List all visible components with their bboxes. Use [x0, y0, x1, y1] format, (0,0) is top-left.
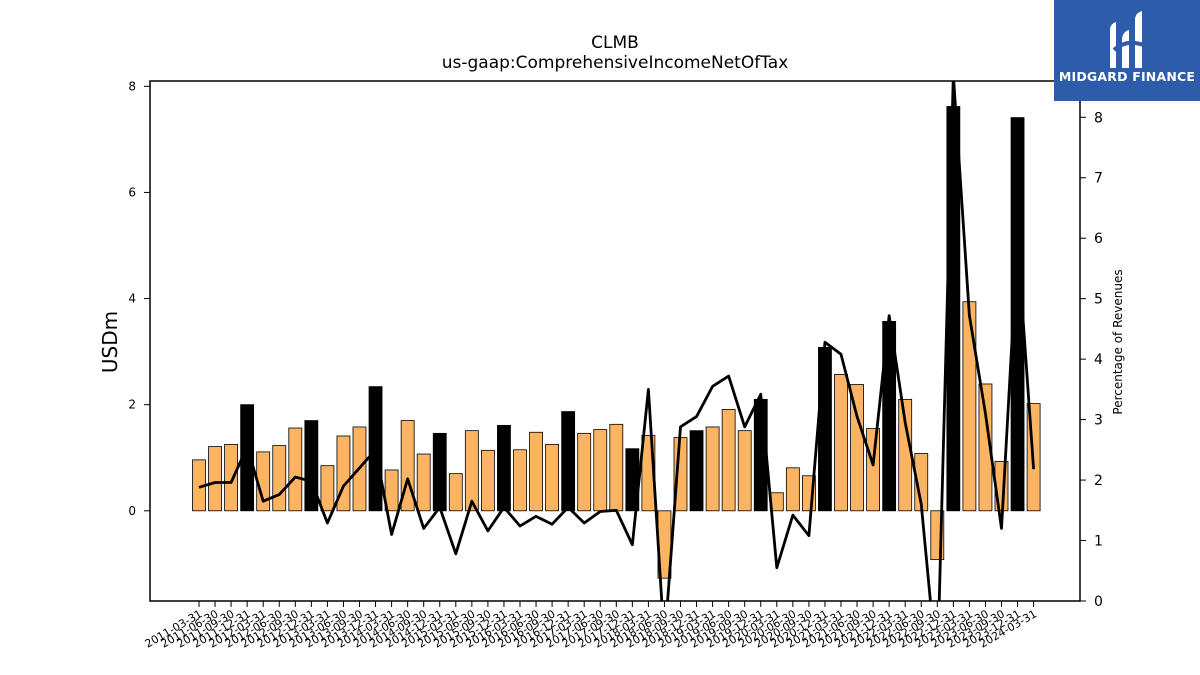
bar-2014-09-30	[416, 453, 431, 512]
y2-tick-label: 4	[1094, 352, 1103, 368]
bar-2011-06-30	[208, 446, 222, 512]
plot-frame	[149, 80, 1081, 602]
bar-2021-06-30	[850, 384, 864, 512]
y-axis: 0 2 4 6 8	[128, 79, 150, 518]
bar-2015-03-31	[448, 473, 463, 512]
bar-2020-12-31	[818, 346, 832, 512]
bar-2014-03-31	[384, 469, 399, 512]
y-tick-label: 0	[128, 504, 136, 518]
bar-2017-06-30	[593, 429, 608, 512]
bar-2022-12-31	[946, 106, 961, 512]
bar-2019-06-30	[721, 409, 736, 512]
midgard-logo-icon	[1110, 11, 1147, 68]
bar-2011-12-31	[240, 404, 255, 512]
y-tick-label: 4	[128, 292, 136, 306]
bar-2013-03-31	[320, 465, 335, 512]
y2-tick-label: 5	[1094, 292, 1103, 308]
y2-tick-label: 1	[1094, 534, 1103, 550]
bar-2021-09-30	[866, 428, 880, 512]
x-axis: 2011-03-312011-06-302011-09-302011-12-31…	[143, 601, 1039, 651]
bar-2014-12-31	[432, 432, 447, 512]
bar-2023-06-30	[978, 383, 993, 512]
y2-axis: 0 1 2 3 4 5 6 7 8	[1080, 110, 1103, 610]
logo: MIDGARD FINANCE	[1054, 0, 1200, 101]
y2-axis-label: Percentage of Revenues	[1111, 269, 1125, 414]
bar-2019-09-30	[737, 430, 752, 512]
bar-2015-06-30	[464, 430, 479, 512]
bar-2018-12-31	[689, 430, 704, 512]
bar-2015-09-30	[480, 449, 495, 512]
bar-2017-09-30	[609, 423, 624, 512]
y2-tick-label: 8	[1094, 110, 1103, 126]
bar-2012-09-30	[288, 427, 303, 512]
y-axis-label: USDm	[98, 311, 122, 373]
chart-subtitle: us-gaap:ComprehensiveIncomeNetOfTax	[442, 53, 789, 73]
chart-title: CLMB	[591, 33, 639, 53]
bar-2016-03-31	[513, 449, 527, 512]
bar-2017-03-31	[577, 432, 592, 512]
y2-tick-label: 0	[1094, 594, 1103, 610]
y2-tick-label: 7	[1094, 171, 1103, 187]
bar-2012-12-31	[304, 420, 319, 512]
bar-2011-09-30	[224, 444, 239, 512]
y2-tick-label: 6	[1094, 231, 1103, 247]
bar-2015-12-31	[497, 424, 511, 512]
y-tick-label: 2	[128, 398, 136, 412]
percentage-of-revenues-line	[198, 81, 1035, 601]
y-tick-label: 6	[128, 185, 136, 199]
bar-2016-12-31	[561, 411, 576, 512]
y2-tick-label: 3	[1094, 413, 1103, 429]
bar-2016-06-30	[529, 431, 543, 512]
y-tick-label: 8	[128, 79, 136, 93]
bar-2016-09-30	[545, 444, 559, 512]
bar-2012-06-30	[272, 445, 287, 512]
bar-2019-03-31	[705, 426, 720, 512]
y2-tick-label: 2	[1094, 473, 1103, 489]
logo-text: MIDGARD FINANCE	[1058, 69, 1196, 84]
bar-2020-06-30	[785, 467, 800, 512]
bars	[192, 106, 1041, 579]
bar-2021-03-31	[834, 374, 848, 512]
bar-2023-03-31	[962, 301, 977, 512]
